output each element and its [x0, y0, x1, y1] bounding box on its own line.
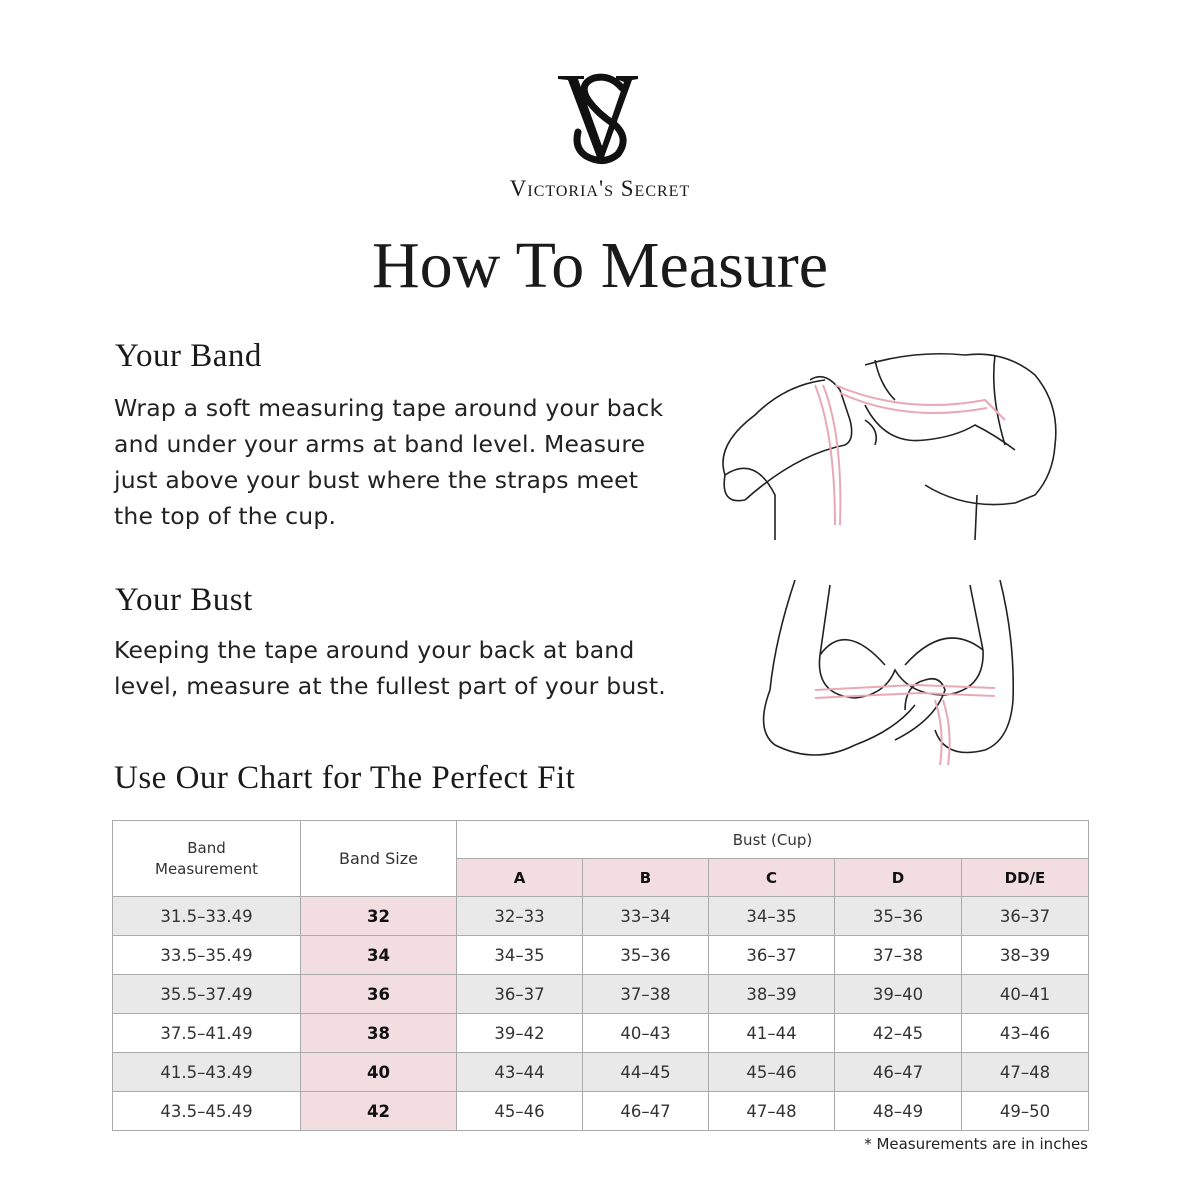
cup-cell: 40–41: [961, 974, 1089, 1014]
band-measurement-cell: 35.5–37.49: [112, 974, 301, 1014]
band-measurement-cell: 37.5–41.49: [112, 1013, 301, 1053]
header-band-measurement-label: Band Measurement: [155, 838, 258, 878]
band-measurement-cell: 41.5–43.49: [112, 1052, 301, 1092]
header-band-size: Band Size: [300, 820, 457, 897]
band-measurement-cell: 33.5–35.49: [112, 935, 301, 975]
band-line: and under your arms at band level. Measu…: [114, 430, 646, 458]
cup-header: DD/E: [961, 858, 1089, 897]
cup-cell: 47–48: [708, 1091, 835, 1131]
band-line: just above your bust where the straps me…: [114, 466, 639, 494]
band-measurement-cell: 31.5–33.49: [112, 896, 301, 936]
bust-heading: Your Bust: [115, 582, 253, 618]
size-chart-table: Band Measurement Band Size Bust (Cup) A …: [112, 820, 1089, 1131]
cup-cell: 45–46: [456, 1091, 583, 1131]
bust-line: Keeping the tape around your back at ban…: [114, 636, 635, 664]
band-instructions: Wrap a soft measuring tape around your b…: [114, 390, 663, 534]
cup-cell: 43–46: [961, 1013, 1089, 1053]
brand-name: Victoria's Secret: [509, 176, 691, 201]
cup-cell: 34–35: [708, 896, 835, 936]
cup-cell: 43–44: [456, 1052, 583, 1092]
cup-cell: 35–36: [834, 896, 962, 936]
cup-cell: 41–44: [708, 1013, 835, 1053]
page-title: How To Measure: [371, 229, 829, 302]
cup-header: C: [708, 858, 835, 897]
table-row: 37.5–41.49 38 39–42 40–43 41–44 42–45 43–46: [112, 1013, 1089, 1053]
cup-cell: 37–38: [582, 974, 709, 1014]
cup-cell: 33–34: [582, 896, 709, 936]
cup-cell: 46–47: [582, 1091, 709, 1131]
header-bust-cup: Bust (Cup): [456, 820, 1089, 859]
cup-header: A: [456, 858, 583, 897]
table-row: 35.5–37.49 36 36–37 37–38 38–39 39–40 40–41: [112, 974, 1089, 1014]
table-row: 31.5–33.49 32 32–33 33–34 34–35 35–36 36–37: [112, 896, 1089, 936]
band-size-cell: 32: [300, 896, 457, 936]
band-size-cell: 42: [300, 1091, 457, 1131]
bust-line: level, measure at the fullest part of yo…: [114, 672, 666, 700]
cup-cell: 32–33: [456, 896, 583, 936]
header-band-measurement: Band Measurement: [112, 820, 301, 897]
cup-cell: 47–48: [961, 1052, 1089, 1092]
cup-header: B: [582, 858, 709, 897]
band-line: the top of the cup.: [114, 502, 337, 530]
footnote: * Measurements are in inches: [864, 1135, 1088, 1153]
cup-header: D: [834, 858, 962, 897]
cup-cell: 44–45: [582, 1052, 709, 1092]
cup-cell: 37–38: [834, 935, 962, 975]
table-row: 43.5–45.49 42 45–46 46–47 47–48 48–49 49–50: [112, 1091, 1089, 1131]
band-size-cell: 40: [300, 1052, 457, 1092]
band-size-cell: 34: [300, 935, 457, 975]
cup-cell: 36–37: [961, 896, 1089, 936]
cup-cell: 39–42: [456, 1013, 583, 1053]
band-measurement-cell: 43.5–45.49: [112, 1091, 301, 1131]
band-heading: Your Band: [115, 338, 262, 374]
cup-cell: 46–47: [834, 1052, 962, 1092]
table-row: 33.5–35.49 34 34–35 35–36 36–37 37–38 38–39: [112, 935, 1089, 975]
cup-cell: 45–46: [708, 1052, 835, 1092]
cup-cell: 35–36: [582, 935, 709, 975]
cup-cell: 36–37: [456, 974, 583, 1014]
cup-cell: 36–37: [708, 935, 835, 975]
cup-cell: 42–45: [834, 1013, 962, 1053]
cup-cell: 34–35: [456, 935, 583, 975]
bust-instructions: Keeping the tape around your back at ban…: [114, 632, 666, 704]
band-size-cell: 36: [300, 974, 457, 1014]
cup-cell: 40–43: [582, 1013, 709, 1053]
cup-cell: 48–49: [834, 1091, 962, 1131]
band-line: Wrap a soft measuring tape around your b…: [114, 394, 664, 422]
chart-heading: Use Our Chart for The Perfect Fit: [114, 760, 576, 796]
cup-cell: 38–39: [708, 974, 835, 1014]
table-row: 41.5–43.49 40 43–44 44–45 45–46 46–47 47–48: [112, 1052, 1089, 1092]
cup-cell: 39–40: [834, 974, 962, 1014]
cup-cell: 38–39: [961, 935, 1089, 975]
bust-measure-illustration: [762, 580, 1015, 766]
vs-monogram-logo: [558, 73, 638, 164]
cup-cell: 49–50: [961, 1091, 1089, 1131]
band-size-cell: 38: [300, 1013, 457, 1053]
band-measure-illustration: [722, 352, 1057, 541]
